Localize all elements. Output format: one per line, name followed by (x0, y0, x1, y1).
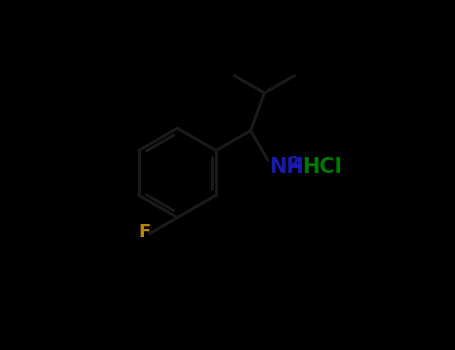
Text: F: F (139, 223, 151, 241)
Text: 2: 2 (289, 156, 299, 171)
Text: NH: NH (269, 157, 303, 177)
Text: HCl: HCl (302, 157, 342, 177)
